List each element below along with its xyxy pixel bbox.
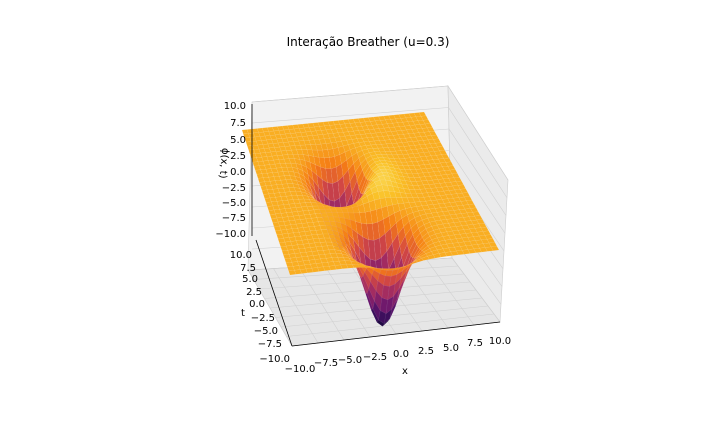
grid-line: [426, 259, 475, 326]
x-tick-label: −10.0: [285, 364, 316, 375]
t-tick-label: −2.5: [251, 313, 275, 324]
z-axis-label: ϕ(x, t): [217, 147, 231, 179]
grid-line: [400, 260, 449, 329]
grid-line: [448, 128, 507, 216]
surface-patch: [490, 246, 500, 251]
z-tick-labels: 10.0 7.5 5.0 2.5 0.0 −2.5 −5.0 −7.5 −10.…: [215, 101, 246, 240]
z-tick-label: 7.5: [230, 118, 246, 129]
x-axis-label: x: [402, 366, 408, 377]
surface-plot: [241, 111, 500, 327]
z-tick-label: 0.0: [230, 167, 246, 178]
t-axis-line: [255, 239, 293, 347]
x-tick-label: −5.0: [338, 355, 362, 366]
z-tick-label: 5.0: [230, 135, 246, 146]
x-axis-line: [291, 321, 501, 347]
x-tick-label: 5.0: [443, 343, 459, 354]
t-tick-label: −10.0: [259, 354, 290, 365]
t-axis-label: t: [241, 308, 245, 319]
t-tick-label: −5.0: [254, 326, 278, 337]
x-tick-label: 10.0: [489, 336, 511, 347]
x-tick-labels: −10.0 −7.5 −5.0 −2.5 0.0 2.5 5.0 7.5 10.…: [285, 336, 511, 375]
t-tick-label: −7.5: [258, 339, 282, 350]
z-tick-label: −10.0: [215, 229, 246, 240]
grid-line: [286, 313, 495, 337]
z-tick-label: −7.5: [222, 213, 246, 224]
x-tick-label: 7.5: [467, 338, 483, 349]
t-tick-label: 5.0: [242, 274, 258, 285]
x-tick-label: 0.0: [393, 349, 409, 360]
t-tick-labels: 10.0 7.5 5.0 2.5 0.0 −2.5 −5.0 −7.5 −10.…: [230, 250, 290, 365]
t-tick-label: 7.5: [240, 263, 256, 274]
grid-line: [251, 107, 449, 124]
z-tick-label: −5.0: [222, 198, 246, 209]
grid-line: [251, 85, 449, 103]
z-tick-label: 2.5: [230, 151, 246, 162]
grid-line: [449, 150, 506, 234]
t-tick-label: 0.0: [249, 299, 265, 310]
grid-line: [448, 107, 508, 198]
z-tick-label: −2.5: [222, 183, 246, 194]
t-tick-label: 10.0: [230, 250, 252, 261]
x-tick-label: −2.5: [363, 352, 387, 363]
grid-line: [451, 257, 501, 323]
z-tick-label: 10.0: [224, 101, 246, 112]
x-tick-label: −7.5: [314, 358, 338, 369]
chart-title: Interação Breather (u=0.3): [287, 35, 450, 49]
t-tick-label: 2.5: [246, 287, 262, 298]
grid-line: [447, 85, 509, 181]
x-tick-label: 2.5: [418, 346, 434, 357]
